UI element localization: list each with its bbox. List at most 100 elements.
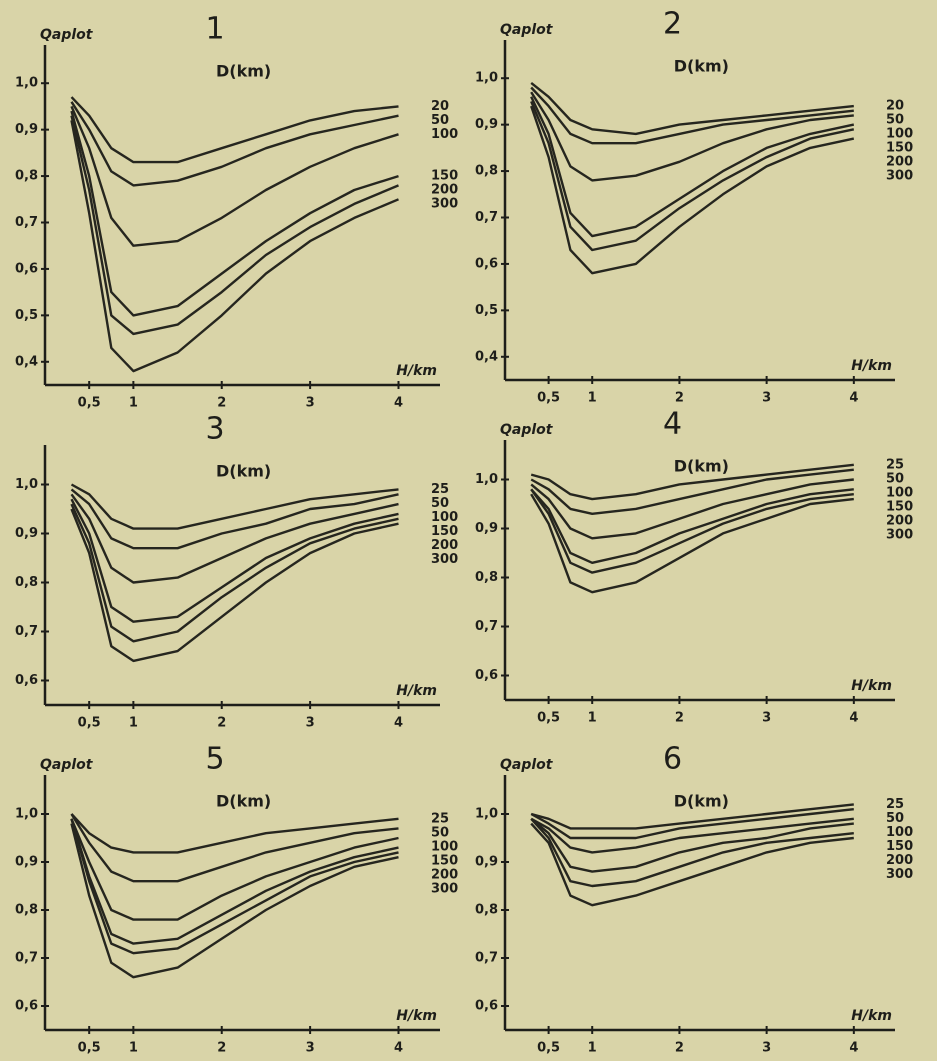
x-tick-label: 4 [849,711,858,726]
x-tick-label: 2 [217,1041,226,1056]
series-label: 300 [431,881,458,896]
y-tick-label: 0,8 [15,903,38,918]
x-tick-label: 1 [588,711,597,726]
series-label: 25 [431,482,449,497]
x-tick-label: 2 [217,396,226,411]
y-tick-label: 0,7 [15,624,38,639]
y-axis-label: Qaplot [500,422,554,438]
series-label: 200 [431,183,458,198]
chart-title: 1 [205,12,224,47]
curve [70,818,399,955]
x-tick-label: 4 [394,396,403,411]
series-label: 200 [886,155,913,170]
curve [70,120,399,373]
x-tick-label: 2 [217,716,226,731]
series-label: 100 [886,825,913,840]
y-tick-label: 0,9 [475,521,498,536]
x-tick-label: 4 [394,1041,403,1056]
x-tick-label: 3 [762,711,771,726]
x-tick-label: 2 [675,391,684,406]
curve [530,105,855,275]
y-tick-label: 0,9 [15,526,38,541]
x-tick-label: 2 [675,711,684,726]
y-tick-label: 0,9 [15,122,38,137]
curve [530,86,854,145]
annotation: D(km) [674,457,729,476]
y-axis-label: Qaplot [40,757,94,773]
curve [70,508,399,663]
curve [530,493,854,594]
series-label: 25 [431,811,449,826]
series-label: 20 [431,99,449,114]
series-label: 150 [886,499,913,514]
curve [70,813,399,883]
y-tick-label: 0,5 [475,303,498,318]
curve [530,817,854,873]
y-tick-label: 0,6 [15,999,38,1014]
series-label: 50 [886,471,904,486]
series-label: 100 [886,127,913,142]
y-tick-label: 1,0 [475,472,498,487]
chart-title: 4 [663,407,682,442]
x-tick-label: 1 [129,396,138,411]
curve [530,817,854,854]
series-label: 200 [886,853,913,868]
x-tick-label: 4 [849,391,858,406]
y-tick-label: 0,7 [475,210,498,225]
series-label: 300 [886,527,913,542]
x-tick-label: 0,5 [78,1041,101,1056]
x-axis-label: H/km [851,358,892,374]
y-tick-label: 0,6 [475,256,498,271]
y-tick-label: 0,4 [475,349,498,364]
chart-title: 2 [663,7,682,42]
y-tick-label: 1,0 [15,477,38,492]
y-tick-label: 0,4 [15,354,38,369]
y-tick-label: 1,0 [15,807,38,822]
curve [530,488,854,564]
y-tick-label: 1,0 [475,71,498,86]
chart-title: 6 [663,742,682,777]
y-tick-label: 0,8 [475,903,498,918]
annotation: D(km) [216,62,271,81]
curve [70,498,399,623]
y-tick-label: 1,0 [475,807,498,822]
x-axis-label: H/km [851,1008,892,1024]
curve [70,96,399,164]
curve [530,91,854,182]
x-tick-label: 0,5 [537,1041,560,1056]
y-axis-label: Qaplot [500,22,554,38]
series-label: 100 [886,485,913,500]
curve [70,493,399,584]
x-axis-label: H/km [396,1008,437,1024]
curve [70,818,399,945]
x-tick-label: 0,5 [78,396,101,411]
x-tick-label: 2 [675,1041,684,1056]
x-tick-label: 4 [849,1041,858,1056]
series-label: 20 [886,99,904,114]
y-tick-label: 0,7 [475,951,498,966]
series-label: 50 [886,113,904,128]
curve [70,483,399,530]
x-axis-label: H/km [396,683,437,699]
series-label: 100 [431,127,458,142]
curve [70,813,399,854]
x-tick-label: 3 [762,1041,771,1056]
curve [530,478,854,540]
y-tick-label: 0,8 [475,164,498,179]
x-tick-label: 0,5 [78,716,101,731]
curve [70,823,399,979]
y-tick-label: 0,8 [475,570,498,585]
curve [70,488,399,550]
annotation: D(km) [216,462,271,481]
series-label: 50 [431,825,449,840]
chart-title: 5 [205,742,224,777]
annotation: D(km) [216,792,271,811]
y-tick-label: 0,5 [15,308,38,323]
curve [70,101,399,187]
x-tick-label: 1 [588,391,597,406]
y-tick-label: 0,7 [15,951,38,966]
curve [530,81,854,136]
x-tick-label: 3 [306,1041,315,1056]
x-tick-label: 0,5 [537,391,560,406]
